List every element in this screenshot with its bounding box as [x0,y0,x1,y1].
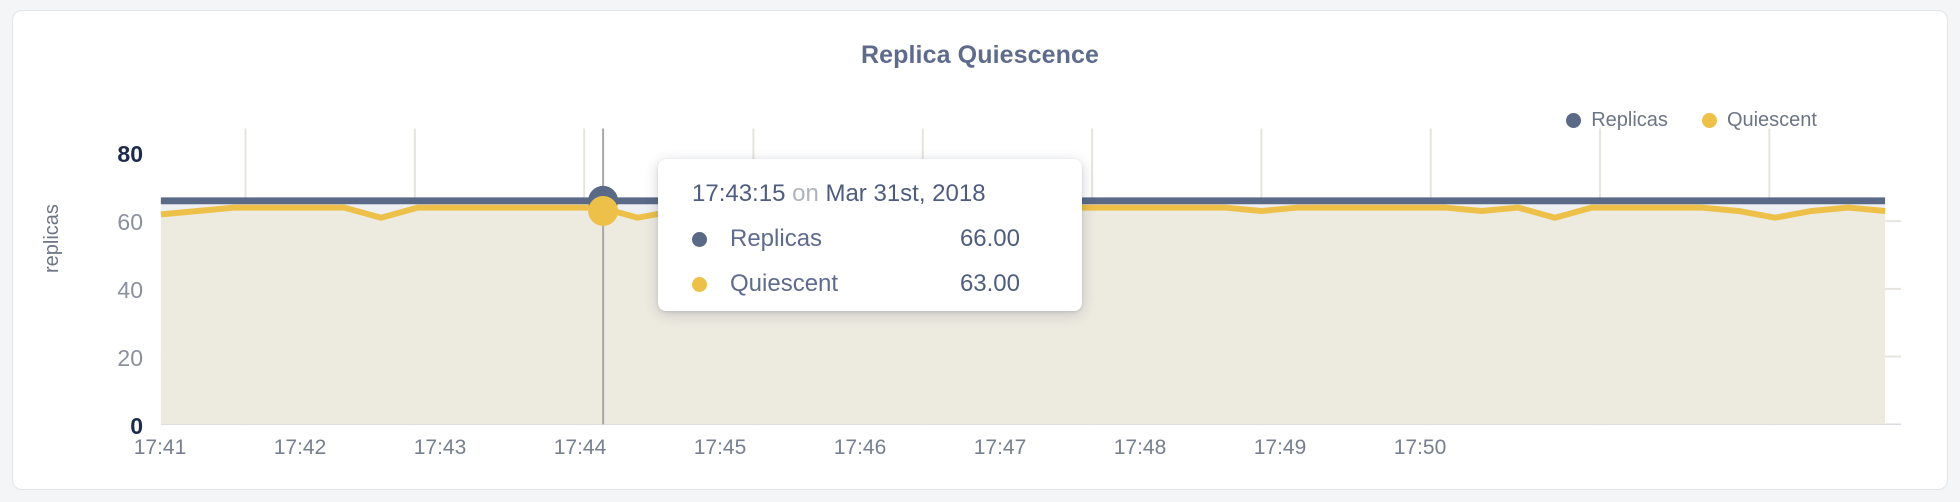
chart-title: Replica Quiescence [860,41,1100,69]
legend-item-label: Replicas [1591,109,1668,131]
x-tick-4: 17:45 [693,436,747,459]
series-dot-icon [692,276,707,292]
legend-item-quiescent[interactable]: Quiescent [1701,109,1817,132]
series-dot-icon [692,231,707,247]
y-tick-40: 40 [117,277,143,303]
chart-hover-markers [588,185,619,226]
tooltip-row-label: Replicas [730,225,823,252]
y-tick-20: 20 [117,345,143,371]
legend-dot-icon [1566,113,1582,128]
x-tick-1: 17:42 [273,436,327,459]
tooltip-row-value: 63.00 [959,270,1020,297]
x-tick-9: 17:50 [1393,436,1447,459]
tooltip-time: 17:43:15 [692,180,786,207]
y-tick-80: 80 [117,141,143,167]
tooltip-row-replicas: Replicas 66.00 [692,225,1048,253]
legend-item-label: Quiescent [1726,109,1817,131]
tooltip-row-label: Quiescent [730,270,839,297]
x-tick-3: 17:44 [553,436,607,459]
chart-tooltip: 17:43:15 on Mar 31st, 2018 Replicas 66.0… [658,159,1082,311]
y-tick-60: 60 [117,209,143,235]
x-tick-5: 17:46 [833,436,887,459]
legend-dot-icon [1701,113,1717,128]
chart-plot-area[interactable] [13,11,1947,489]
x-tick-6: 17:47 [973,436,1027,459]
tooltip-date: Mar 31st, 2018 [825,180,986,207]
chart-legend: Replicas Quiescent [1566,109,1817,132]
x-tick-2: 17:43 [413,436,467,459]
tooltip-header: 17:43:15 on Mar 31st, 2018 [692,180,1048,208]
x-tick-0: 17:41 [133,436,187,459]
tooltip-on-word: on [792,180,819,207]
chart-card: Replica Quiescence Replicas Quiescent re… [12,10,1948,490]
legend-item-replicas[interactable]: Replicas [1566,109,1668,132]
tooltip-row-quiescent: Quiescent 63.00 [692,270,1048,298]
x-tick-8: 17:49 [1253,436,1307,459]
y-tick-0: 0 [130,413,143,439]
tooltip-row-value: 66.00 [959,225,1020,252]
x-tick-7: 17:48 [1113,436,1167,459]
